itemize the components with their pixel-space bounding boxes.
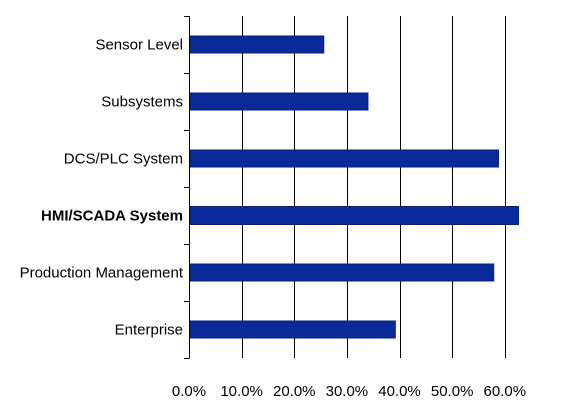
x-tick-label: 40.0% — [378, 383, 421, 400]
bar-production-management — [189, 263, 495, 282]
x-tick-label: 50.0% — [431, 383, 474, 400]
x-tick-label: 0.0% — [172, 383, 206, 400]
axis-layer — [184, 16, 190, 359]
bar-dcs-plc-system — [189, 149, 499, 168]
x-tick-label: 20.0% — [273, 383, 316, 400]
x-tick-label: 60.0% — [484, 383, 527, 400]
grid-layer — [242, 16, 506, 358]
bar-enterprise — [189, 320, 396, 339]
category-label: Production Management — [20, 265, 184, 282]
category-label: HMI/SCADA System — [41, 208, 183, 225]
x-tick-label: 30.0% — [326, 383, 369, 400]
x-tick-label: 10.0% — [220, 383, 263, 400]
category-label: DCS/PLC System — [64, 151, 183, 168]
category-label: Subsystems — [101, 94, 183, 111]
category-label: Enterprise — [115, 322, 183, 339]
bar-sensor-level — [189, 35, 325, 54]
category-label: Sensor Level — [95, 37, 183, 54]
bar-layer — [189, 35, 519, 339]
bar-hmi-scada-system — [189, 206, 519, 225]
label-layer: Sensor Level Subsystems DCS/PLC System HMI/… — [20, 37, 526, 401]
bar-subsystems — [189, 92, 369, 111]
